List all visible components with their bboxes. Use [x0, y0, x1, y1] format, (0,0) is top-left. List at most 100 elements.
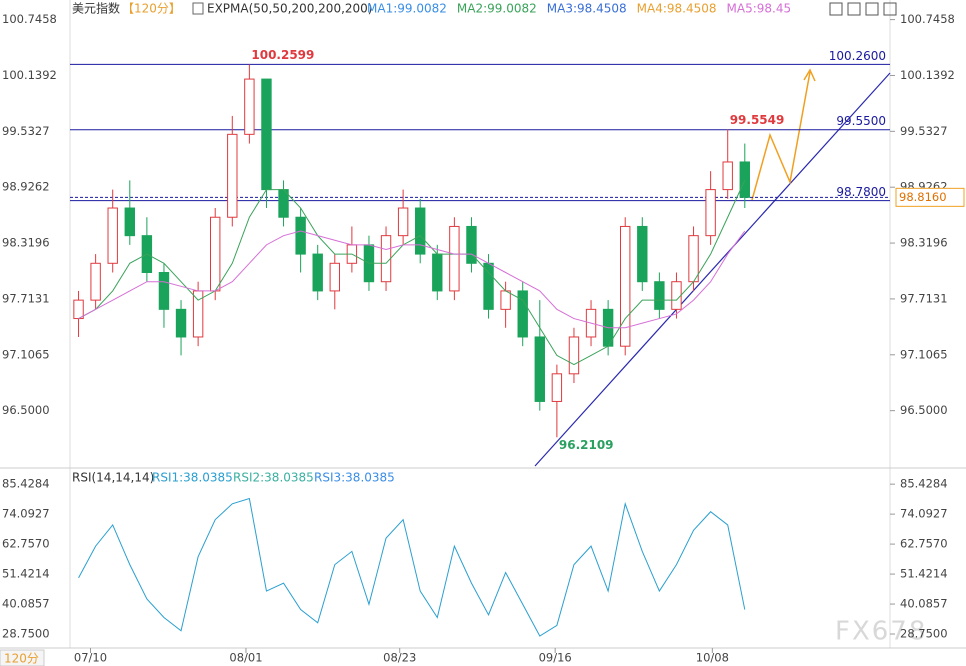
candle-body: [637, 225, 648, 283]
candle-body: [705, 189, 716, 237]
level-label: 98.7800: [836, 185, 886, 199]
y-tick-label-right: 99.5327: [900, 124, 948, 138]
candle-body: [312, 253, 323, 292]
toolbar-icons: [829, 2, 897, 16]
y-tick-label: 51.4214: [2, 567, 50, 581]
candle-body: [90, 262, 101, 301]
candle-body: [449, 225, 460, 292]
period-button-label[interactable]: 120分: [4, 652, 39, 666]
candle-body: [483, 262, 494, 310]
period: 【120分】: [122, 2, 181, 16]
y-tick-label: 98.3196: [2, 236, 50, 250]
icon[interactable]: [829, 2, 843, 16]
y-tick-label: 98.9262: [2, 180, 50, 194]
y-tick-label-right: 100.1392: [900, 68, 955, 82]
y-tick-label-right: 28.7500: [900, 627, 948, 641]
icon[interactable]: [883, 2, 897, 16]
candle-body: [432, 253, 443, 292]
price-annotation: 100.2599: [251, 48, 314, 62]
candle-body: [380, 235, 392, 283]
candle-body: [397, 207, 409, 237]
candle-body: [722, 161, 733, 191]
instrument-title: 美元指数: [72, 1, 120, 16]
y-tick-label: 99.5327: [2, 124, 50, 138]
candle-body: [227, 133, 238, 218]
y-tick-label-right: 74.0927: [900, 507, 948, 521]
candle-body: [500, 290, 511, 310]
watermark: FX678: [835, 617, 927, 647]
indicator-name: EXPMA(50,50,200,200,200): [207, 2, 372, 16]
candle-body: [329, 262, 340, 292]
ma-label: MA2:99.0082: [457, 2, 537, 16]
y-tick-label: 97.7131: [2, 291, 50, 305]
legend-entry: RSI2:38.0385: [233, 471, 314, 485]
candle-body: [124, 207, 135, 237]
x-tick-label: 08/01: [229, 651, 262, 665]
projection-arrowhead: [803, 68, 816, 82]
candle-body: [210, 216, 221, 292]
projection: [751, 71, 811, 201]
y-tick-label-right: 97.1065: [900, 347, 948, 361]
candle-body: [568, 336, 580, 375]
candle-body: [739, 161, 750, 198]
y-tick-label: 62.7570: [2, 537, 50, 551]
y-tick-label-right: 40.0857: [900, 597, 948, 611]
level-label: 99.5500: [836, 114, 886, 128]
candle-body: [415, 207, 426, 255]
candle-body: [688, 235, 699, 283]
icon[interactable]: [865, 2, 879, 16]
y-tick-label-right: 62.7570: [900, 537, 948, 551]
y-tick-label: 74.0927: [2, 507, 50, 521]
x-tick-label: 08/23: [383, 651, 416, 665]
candle-body: [107, 207, 118, 264]
icon[interactable]: [847, 2, 861, 16]
candle-body: [158, 272, 170, 310]
ma-label: MA3:98.4508: [547, 2, 627, 16]
y-tick-label-right: 97.7131: [900, 291, 948, 305]
rsi-line: [78, 497, 746, 637]
ma-label: MA4:98.4508: [637, 2, 717, 16]
ma-label: MA1:99.0082: [367, 2, 447, 16]
x-tick-label: 07/10: [74, 651, 107, 665]
price-annotation: 99.5549: [730, 113, 785, 127]
candle-body: [466, 225, 477, 264]
header: 美元指数 【120分】 EXPMA(50,50,200,200,200): [72, 1, 372, 16]
candle-body: [244, 78, 255, 135]
ma-line: [78, 180, 746, 366]
level-label: 100.2600: [829, 49, 886, 63]
candle-body: [551, 373, 563, 402]
indicator-icon[interactable]: [192, 2, 204, 15]
y-tick-label-right: 85.4284: [900, 477, 948, 491]
candle-body: [261, 78, 272, 191]
y-tick-label: 97.1065: [2, 347, 50, 361]
candle-body: [175, 308, 187, 338]
ma-line: [78, 230, 746, 329]
legend-entry: RSI3:38.0385: [314, 471, 395, 485]
ma-label: MA5:98.45: [727, 2, 792, 16]
y-tick-label: 28.7500: [2, 627, 50, 641]
y-tick-label: 40.0857: [2, 597, 50, 611]
x-tick-label: 10/08: [696, 651, 729, 665]
candle-body: [517, 290, 528, 338]
y-tick-label-right: 51.4214: [900, 567, 948, 581]
last-price-box: [895, 187, 965, 207]
y-tick-label: 100.1392: [2, 68, 57, 82]
candle-body: [671, 281, 682, 310]
period-button[interactable]: [0, 649, 45, 666]
last-price-label: 98.8160: [899, 190, 947, 204]
legend-entry: RSI1:38.0385: [152, 471, 233, 485]
candle-body: [620, 225, 631, 347]
price-annotation: 96.2109: [559, 438, 614, 452]
y-tick-label: 100.7458: [2, 12, 57, 26]
trend-line: [534, 72, 891, 467]
candle-body: [654, 281, 665, 310]
rsi-title: RSI(14,14,14): [72, 471, 154, 485]
y-tick-label-right: 100.7458: [900, 12, 955, 26]
y-tick-label-right: 98.3196: [900, 236, 948, 250]
y-tick-label-right: 96.5000: [900, 403, 948, 417]
candle-body: [295, 216, 306, 255]
x-tick-label: 09/16: [539, 651, 572, 665]
